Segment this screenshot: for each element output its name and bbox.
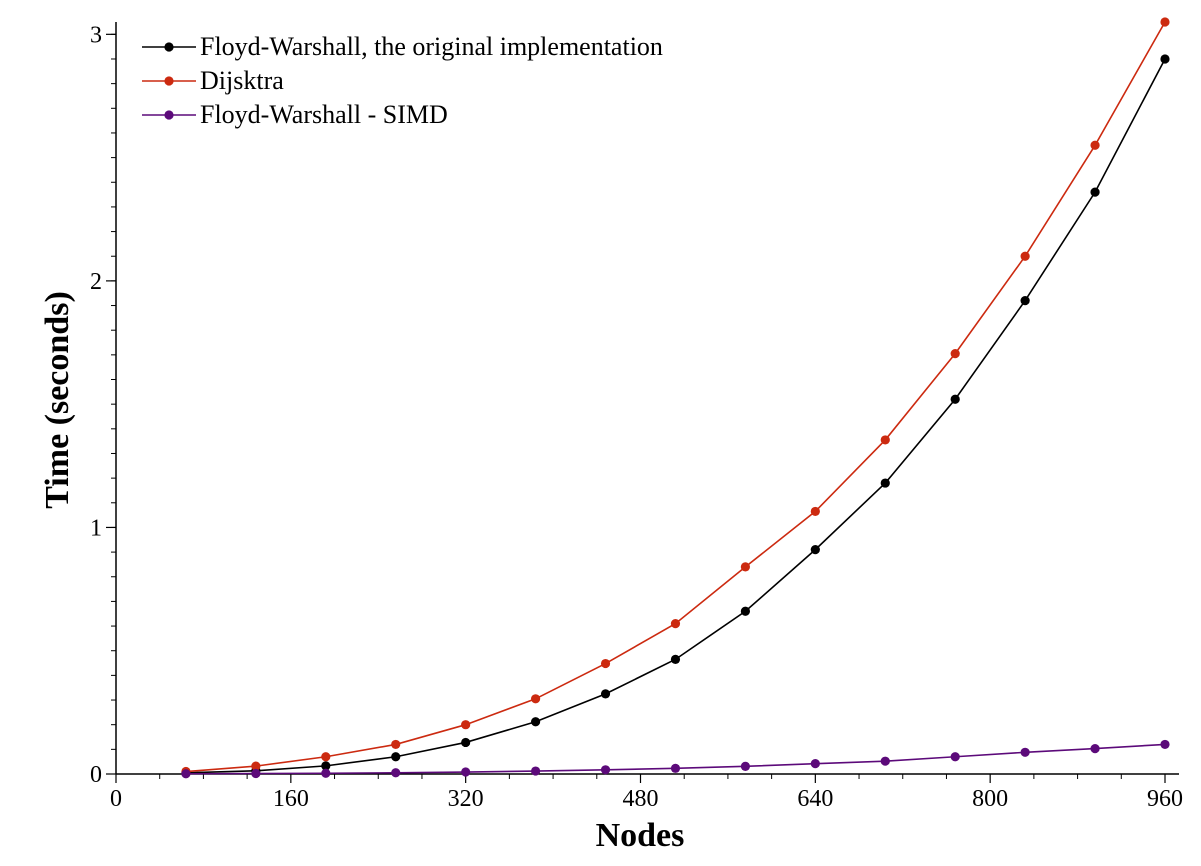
x-tick-label: 640 [797, 786, 833, 812]
data-point [1160, 17, 1170, 27]
data-point [1020, 251, 1030, 261]
y-tick-label: 3 [90, 22, 102, 48]
legend-marker [164, 110, 174, 120]
data-point [1090, 187, 1100, 197]
y-tick-label: 1 [90, 515, 102, 541]
data-point [391, 768, 401, 778]
x-tick-label: 0 [110, 786, 122, 812]
data-point [461, 767, 471, 777]
x-tick-label: 800 [972, 786, 1008, 812]
data-point [461, 737, 471, 748]
data-point [670, 619, 681, 629]
legend-item: Floyd-Warshall, the original implementat… [142, 32, 663, 61]
data-point [321, 752, 331, 762]
legend-label: Floyd-Warshall - SIMD [200, 100, 448, 129]
data-point [950, 349, 960, 359]
x-tick-label: 960 [1147, 786, 1183, 812]
x-tick-label: 480 [623, 786, 659, 812]
legend-item: Dijsktra [142, 66, 284, 95]
data-point [1160, 54, 1170, 64]
x-tick-label: 320 [448, 786, 484, 812]
data-point [1090, 140, 1100, 150]
y-axis-title: Time (seconds) [39, 291, 76, 509]
data-point [1090, 744, 1100, 754]
legend-label: Floyd-Warshall, the original implementat… [200, 32, 663, 61]
series-1 [181, 54, 1170, 778]
data-point [810, 506, 820, 517]
legend-item: Floyd-Warshall - SIMD [142, 100, 448, 129]
data-point [810, 545, 820, 555]
legend-label: Dijsktra [200, 66, 284, 95]
data-point [1020, 747, 1030, 757]
data-point [531, 766, 541, 776]
data-point [880, 435, 890, 445]
legend-marker [164, 42, 174, 52]
data-point [670, 654, 681, 664]
data-point [600, 689, 611, 699]
x-tick-label: 160 [273, 786, 309, 812]
data-point [321, 761, 331, 771]
y-tick-label: 2 [90, 269, 102, 295]
data-point [461, 720, 471, 730]
data-point [531, 717, 541, 727]
y-tick-label: 0 [90, 762, 102, 788]
data-point [251, 768, 261, 779]
data-point [810, 759, 820, 769]
data-point [740, 562, 751, 572]
data-point [950, 752, 960, 762]
axes: 0 160 320 480 640 800 960 0 1 2 3 [90, 22, 1183, 812]
series-layer [181, 17, 1170, 779]
data-point [391, 752, 401, 762]
data-point [670, 763, 681, 773]
data-point [880, 756, 890, 766]
data-point [391, 739, 401, 750]
legend: Floyd-Warshall, the original implementat… [142, 32, 663, 129]
data-point [740, 761, 751, 771]
x-axis-title: Nodes [596, 817, 685, 854]
data-point [321, 768, 331, 778]
data-point [181, 769, 191, 779]
data-point [880, 478, 890, 488]
series-3 [181, 739, 1170, 779]
legend-marker [164, 76, 174, 86]
series-line [185, 58, 1166, 774]
data-point [740, 606, 751, 616]
data-point [600, 765, 611, 775]
data-point [950, 394, 960, 404]
data-point [1020, 296, 1030, 306]
data-point [531, 694, 541, 704]
data-point [1160, 739, 1170, 750]
data-point [600, 658, 611, 669]
data-point [251, 761, 261, 771]
